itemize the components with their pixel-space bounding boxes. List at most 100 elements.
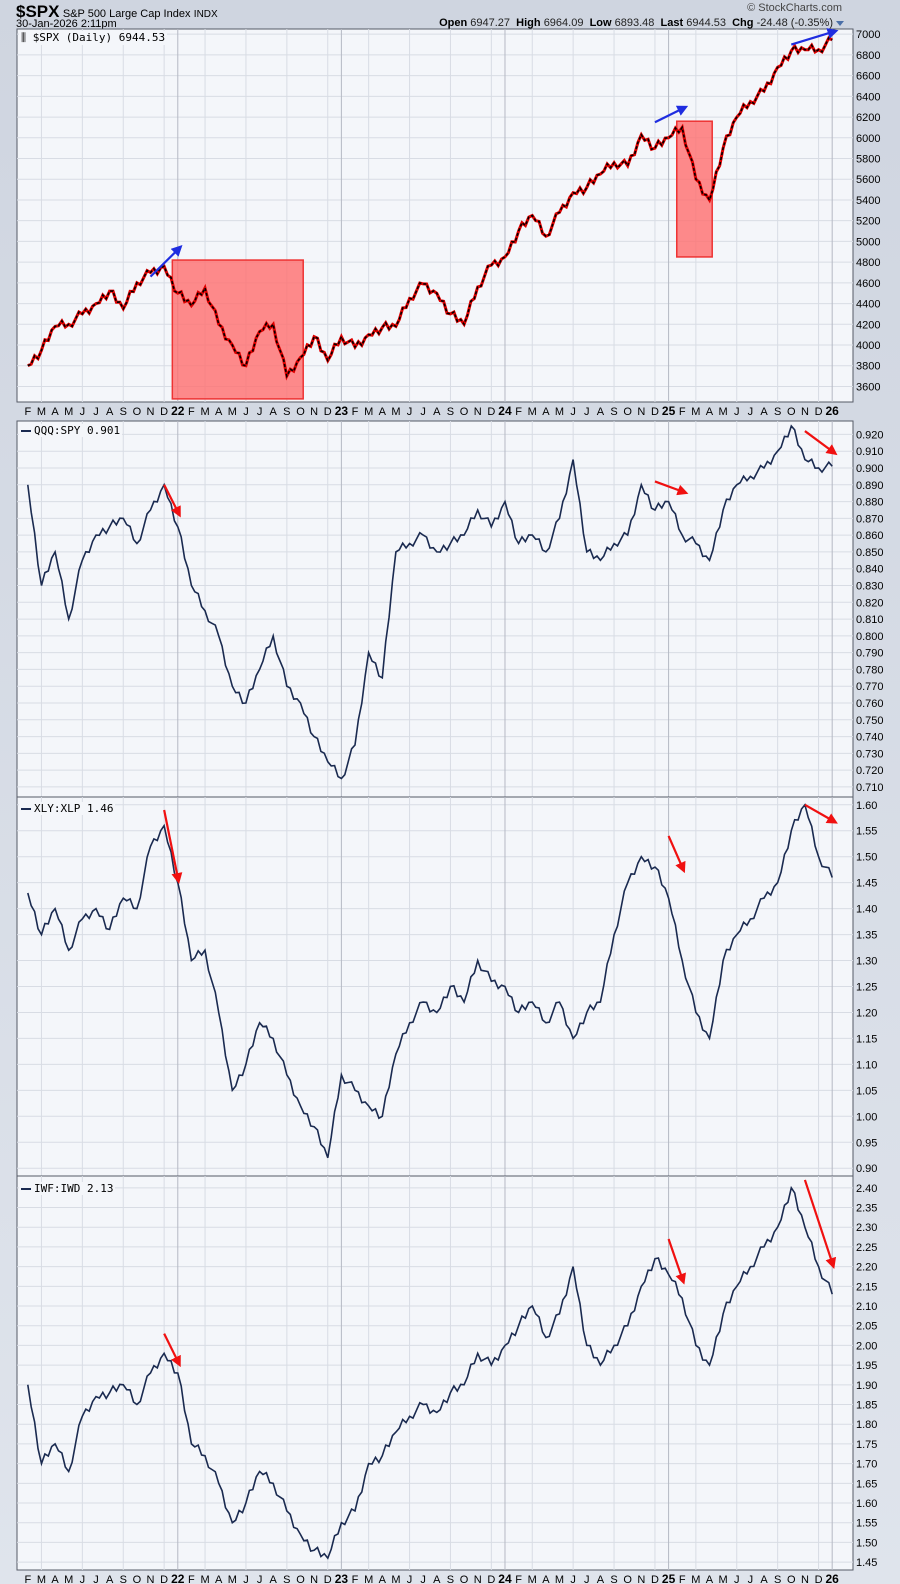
y-tick-label: 6400 xyxy=(856,91,880,103)
line-swatch-icon xyxy=(21,1188,31,1190)
y-tick-label: 6600 xyxy=(856,71,880,83)
x-tick-label: J xyxy=(748,1574,754,1584)
dropdown-caret-icon[interactable] xyxy=(836,20,844,26)
x-tick-label: J xyxy=(407,406,413,418)
x-tick-label: S xyxy=(447,1574,454,1584)
y-tick-label: 2.30 xyxy=(856,1222,877,1234)
y-tick-label: 1.60 xyxy=(856,1498,877,1510)
x-tick-label: N xyxy=(637,1574,645,1584)
x-tick-label: S xyxy=(120,406,127,418)
x-tick-label: M xyxy=(528,406,537,418)
x-tick-label: A xyxy=(270,1574,278,1584)
panel-legend-xly-xlp: XLY:XLP 1.46 xyxy=(19,802,116,815)
y-tick-label: 4800 xyxy=(856,257,880,269)
x-tick-label: M xyxy=(364,406,373,418)
y-tick-label: 0.800 xyxy=(856,631,884,643)
y-tick-label: 2.15 xyxy=(856,1281,877,1293)
y-tick-label: 0.90 xyxy=(856,1163,877,1175)
x-tick-label: J xyxy=(420,1574,426,1584)
trend-arrow xyxy=(654,105,689,124)
x-tick-label: D xyxy=(487,406,495,418)
x-tick-label: M xyxy=(691,1574,700,1584)
x-tick-label: N xyxy=(310,1574,318,1584)
x-tick-label: J xyxy=(93,1574,99,1584)
x-tick-label: J xyxy=(570,406,576,418)
x-tick-label: J xyxy=(243,406,249,418)
x-tick-label: A xyxy=(270,406,278,418)
last-value: 6944.53 xyxy=(686,17,726,29)
highlight-box xyxy=(676,120,713,258)
y-tick-label: 1.20 xyxy=(856,1007,877,1019)
ratio-line xyxy=(27,803,833,1159)
x-tick-label: A xyxy=(106,406,114,418)
trend-arrow xyxy=(163,809,183,884)
x-tick-label: M xyxy=(64,1574,73,1584)
x-tick-label: N xyxy=(147,1574,155,1584)
trend-arrow xyxy=(654,480,689,496)
x-tick-label: M xyxy=(200,406,209,418)
y-tick-label: 0.840 xyxy=(856,564,884,576)
y-tick-label: 0.760 xyxy=(856,698,884,710)
y-tick-label: 0.860 xyxy=(856,530,884,542)
x-tick-label: A xyxy=(597,406,605,418)
x-tick-label: A xyxy=(760,406,768,418)
x-tick-label: J xyxy=(407,1574,413,1584)
y-tick-label: 1.50 xyxy=(856,852,877,864)
x-tick-label: J xyxy=(93,406,99,418)
x-tick-label: A xyxy=(215,406,223,418)
x-tick-label: 26 xyxy=(826,1572,840,1584)
y-tick-label: 6000 xyxy=(856,133,880,145)
y-tick-label: 1.85 xyxy=(856,1400,877,1412)
y-tick-label: 1.35 xyxy=(856,930,877,942)
x-tick-label: S xyxy=(120,1574,127,1584)
x-tick-label: J xyxy=(734,1574,740,1584)
x-tick-label: M xyxy=(719,1574,728,1584)
x-tick-label: J xyxy=(80,406,86,418)
y-tick-label: 2.05 xyxy=(856,1321,877,1333)
y-tick-label: 4600 xyxy=(856,278,880,290)
y-tick-label: 0.790 xyxy=(856,648,884,660)
x-tick-label: A xyxy=(215,1574,223,1584)
high-value: 6964.09 xyxy=(543,17,584,29)
x-tick-label: S xyxy=(774,1574,781,1584)
chart-header: $SPX S&P 500 Large Cap Index INDX xyxy=(16,2,218,22)
x-tick-label: S xyxy=(283,1574,290,1584)
x-tick-label: N xyxy=(147,406,155,418)
x-tick-label: M xyxy=(364,1574,373,1584)
x-tick-label: A xyxy=(106,1574,114,1584)
ratio-line xyxy=(27,424,833,780)
y-tick-label: 4200 xyxy=(856,319,880,331)
y-tick-label: 0.95 xyxy=(856,1137,877,1149)
y-tick-label: 0.910 xyxy=(856,446,884,458)
y-tick-label: 5800 xyxy=(856,154,880,166)
y-tick-label: 0.920 xyxy=(856,429,884,441)
x-tick-label: S xyxy=(283,406,290,418)
x-tick-label: M xyxy=(528,1574,537,1584)
x-tick-label: A xyxy=(542,1574,550,1584)
chg-label: Chg xyxy=(732,17,754,29)
x-tick-label: J xyxy=(748,406,754,418)
x-tick-label: F xyxy=(24,1574,31,1584)
ratio-line xyxy=(27,1185,833,1560)
x-tick-label: M xyxy=(691,406,700,418)
x-tick-label: A xyxy=(379,1574,387,1584)
y-tick-label: 0.770 xyxy=(856,681,884,693)
x-tick-label: O xyxy=(623,1574,632,1584)
x-tick-label: J xyxy=(420,406,426,418)
highlight-box xyxy=(171,259,304,400)
x-tick-label: N xyxy=(801,406,809,418)
panel-3: 1.45 1.50 1.55 1.60 1.65 1.70 1.75 1.80 1.85 1.90… xyxy=(16,1175,877,1571)
low-label: Low xyxy=(589,17,612,29)
y-tick-label: 5600 xyxy=(856,174,880,186)
x-axis: F M A M J J A S O N D 22 F M A M J J A S O N D 23 F M A M J J A S O N D 24 F… xyxy=(24,404,839,418)
y-tick-label: 5000 xyxy=(856,236,880,248)
x-tick-label: 25 xyxy=(662,404,676,418)
x-tick-label: D xyxy=(651,1574,659,1584)
y-tick-label: 1.75 xyxy=(856,1439,877,1451)
y-tick-label: 2.10 xyxy=(856,1301,877,1313)
x-tick-label: S xyxy=(610,1574,617,1584)
trend-arrow xyxy=(149,245,183,278)
x-tick-label: F xyxy=(188,406,195,418)
x-tick-label: 25 xyxy=(662,1572,676,1584)
y-tick-label: 1.60 xyxy=(856,800,877,812)
